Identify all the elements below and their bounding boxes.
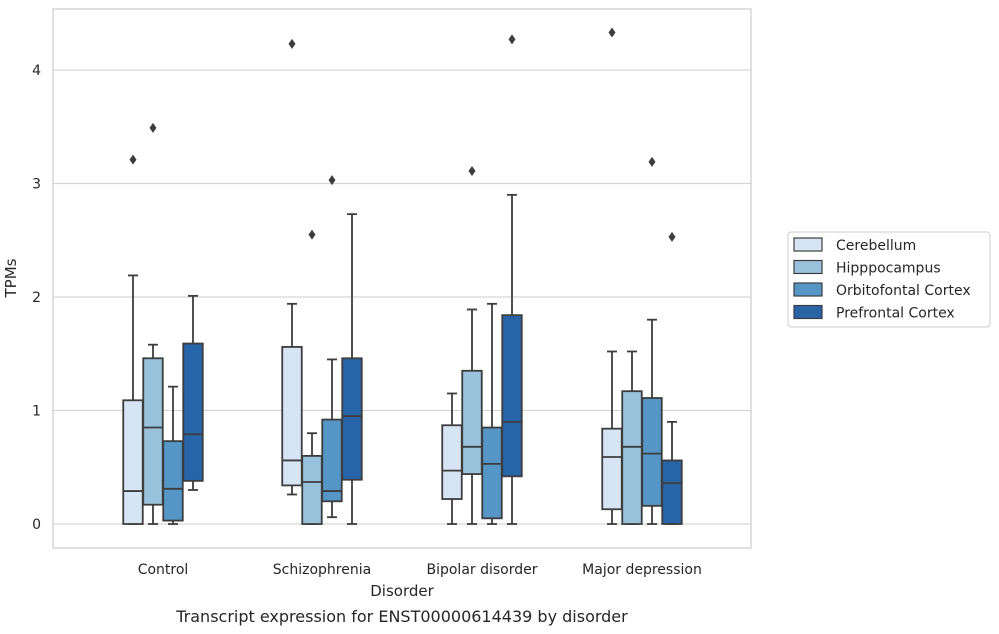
y-tick-label: 3: [32, 177, 41, 193]
series-orbitofontal-cortex: [162, 156, 663, 525]
x-tick-label: Schizophrenia: [273, 562, 371, 578]
legend-swatch: [793, 282, 823, 297]
outlier-point: [129, 154, 137, 165]
box-body: [601, 427, 623, 511]
y-tick-labels: 0 1 2 3 4: [32, 63, 41, 533]
chart-caption: Transcript expression for ENST0000061443…: [175, 607, 628, 626]
box-body: [501, 314, 523, 478]
y-axis-label: TPMs: [2, 258, 20, 298]
y-tick-label: 1: [32, 404, 41, 420]
box-body: [661, 459, 683, 525]
box: [461, 166, 483, 525]
box-body: [341, 357, 363, 481]
box-series: [122, 27, 683, 525]
y-tick-label: 2: [32, 290, 41, 306]
box: [481, 302, 503, 525]
box: [142, 122, 164, 525]
box-body: [481, 426, 503, 520]
series-cerebellum: [122, 27, 623, 525]
box-body: [281, 346, 303, 487]
box: [281, 38, 303, 496]
x-tick-label: Bipolar disorder: [426, 562, 537, 578]
x-axis-label: Disorder: [370, 582, 434, 600]
legend-label: Hipppocampus: [836, 261, 941, 277]
outlier-point: [468, 166, 476, 177]
x-tick-label: Control: [138, 562, 189, 578]
legend-swatch: [793, 259, 823, 275]
box-body: [162, 440, 184, 522]
outlier-point: [308, 229, 316, 240]
box: [661, 231, 683, 525]
box: [341, 213, 363, 525]
outlier-point: [648, 156, 656, 167]
outlier-point: [608, 27, 616, 38]
box-body: [441, 424, 463, 500]
legend-swatch: [793, 237, 823, 252]
legend: Cerebellum Hipppocampus Orbitofontal Corte…: [787, 231, 991, 328]
legend-frame: [787, 231, 991, 328]
box-body: [321, 418, 343, 503]
outlier-point: [149, 122, 157, 133]
box-body: [122, 399, 144, 525]
box: [122, 154, 144, 525]
box: [501, 34, 523, 525]
legend-label: Orbitofontal Cortex: [836, 283, 971, 299]
box: [621, 350, 643, 525]
box: [441, 392, 463, 525]
box: [182, 294, 204, 491]
outlier-point: [288, 38, 296, 49]
box-body: [641, 397, 663, 507]
box-body: [301, 454, 323, 525]
box-body: [461, 369, 483, 475]
box: [601, 27, 623, 525]
box-body: [142, 357, 164, 506]
legend-swatch: [793, 304, 823, 320]
legend-label: Prefrontal Cortex: [836, 306, 955, 322]
series-prefrontal-cortex: [182, 34, 683, 525]
outlier-point: [328, 175, 336, 186]
legend-label: Cerebellum: [836, 238, 916, 254]
x-tick-label: Major depression: [582, 562, 702, 578]
y-tick-label: 0: [32, 517, 41, 533]
outlier-point: [668, 231, 676, 242]
series-hipppocampus: [142, 122, 643, 525]
box: [641, 156, 663, 525]
y-tick-label: 4: [32, 63, 41, 79]
x-tick-labels: Control Schizophrenia Bipolar disorder Majo…: [138, 562, 702, 578]
box-body: [621, 390, 643, 525]
plot-area-frame: [52, 8, 752, 549]
box-body: [182, 342, 204, 482]
outlier-point: [508, 34, 516, 45]
